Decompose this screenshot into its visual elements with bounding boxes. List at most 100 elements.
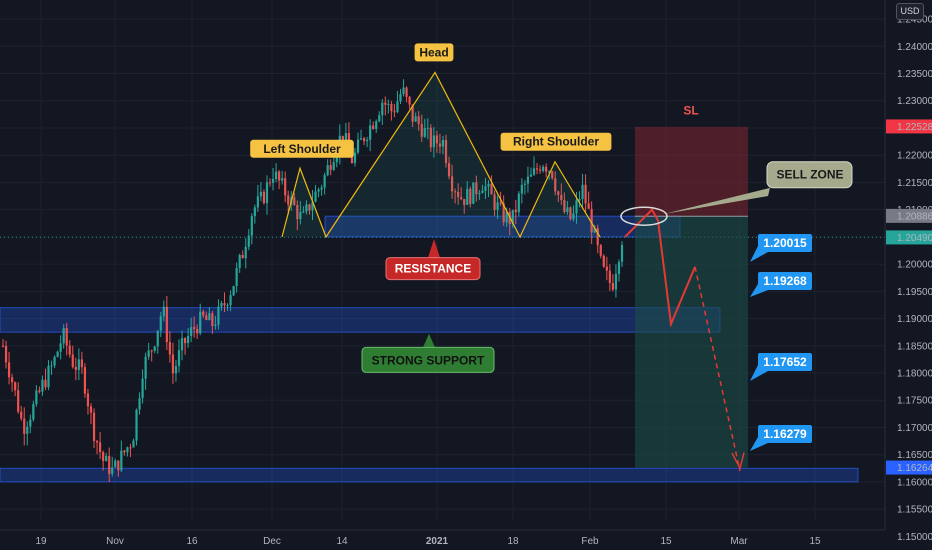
support-pointer	[423, 333, 435, 348]
candle-body	[308, 204, 311, 211]
stop-loss-label: SL	[683, 103, 698, 117]
price-axis-badge	[886, 460, 932, 475]
pattern-label: Left Shoulder	[263, 142, 341, 156]
pattern-label-box	[250, 139, 354, 158]
candle-body	[92, 412, 96, 441]
price-tick-label: 1.23500	[897, 69, 932, 80]
candle-body	[572, 213, 575, 220]
candle-body	[569, 207, 572, 220]
price-axis-badge	[886, 230, 932, 245]
candle-body	[475, 182, 478, 195]
candle-body	[353, 152, 357, 164]
candle-body	[35, 390, 38, 405]
price-tick-label: 1.15500	[897, 505, 932, 516]
candle-body	[438, 143, 442, 147]
candle-body	[341, 135, 344, 142]
candle-body	[335, 153, 338, 163]
candle-body	[95, 440, 99, 443]
candle-body	[359, 138, 363, 140]
price-tick-label: 1.21500	[897, 178, 932, 189]
candle-body	[74, 367, 77, 370]
position-layer	[635, 126, 748, 468]
candle-body	[402, 87, 405, 94]
candle-body	[77, 359, 80, 370]
sell-zone-label: SELL ZONE	[776, 168, 843, 182]
price-axis-badge-label: 1.20490	[897, 233, 932, 244]
candle-body	[129, 447, 132, 449]
candle-body	[265, 182, 269, 204]
candle-body	[111, 467, 114, 474]
take-profit-box	[635, 216, 748, 468]
target-label: 1.16279	[763, 427, 807, 441]
price-axis-badge	[886, 208, 932, 223]
candle-body	[317, 189, 320, 192]
support-label: STRONG SUPPORT	[372, 353, 485, 367]
candle-body	[171, 354, 175, 374]
time-tick-label: Dec	[263, 536, 281, 547]
pattern-label: Head	[419, 45, 448, 59]
candle-body	[554, 178, 557, 192]
time-tick-label: Mar	[730, 536, 748, 547]
candle-body	[472, 182, 475, 204]
candle-body	[457, 192, 460, 198]
resistance-pointer	[428, 239, 440, 258]
time-tick-label: 19	[35, 536, 47, 547]
target-box	[758, 353, 812, 371]
support-zone	[0, 307, 721, 333]
candle-body	[329, 165, 332, 170]
price-tick-label: 1.24000	[897, 42, 932, 53]
candle-body	[408, 96, 411, 105]
candle-body	[108, 456, 111, 474]
candle-body	[411, 104, 414, 122]
candle-body	[578, 199, 581, 201]
candle-body	[381, 102, 384, 116]
time-tick-label: Nov	[106, 536, 124, 547]
candle-body	[186, 335, 190, 344]
candle-body	[429, 127, 432, 148]
candle-body	[362, 138, 366, 142]
candle-body	[214, 324, 217, 327]
candle-body	[102, 452, 105, 462]
candle-body	[590, 208, 593, 233]
candle-body	[65, 328, 68, 346]
candle-body	[505, 211, 508, 223]
candle-body	[378, 115, 381, 122]
candle-body	[196, 328, 199, 334]
price-axis-badge-label: 1.16264	[897, 463, 932, 474]
candle-body	[390, 103, 393, 112]
candle-body	[11, 377, 14, 383]
pattern-fill	[282, 168, 326, 237]
forecast-arrowhead	[731, 452, 745, 471]
candle-body	[177, 350, 181, 366]
candle-body	[493, 194, 496, 210]
candle-body	[229, 295, 232, 306]
time-axis-background	[0, 530, 885, 550]
candle-body	[529, 174, 533, 177]
candle-body	[253, 207, 256, 217]
candle-body	[532, 168, 536, 175]
pattern-label-box	[414, 43, 454, 62]
pattern-layer: Left Shoulder Head Right Shoulder	[250, 43, 612, 239]
pattern-fill	[326, 72, 520, 237]
bottom-zone	[0, 467, 859, 483]
price-tick-label: 1.19000	[897, 314, 932, 325]
time-tick-label: 16	[186, 536, 198, 547]
candle-body	[566, 207, 569, 213]
candle-body	[183, 338, 187, 344]
price-tick-label: 1.24500	[897, 15, 932, 26]
head-shoulders-line	[281, 71, 601, 239]
time-tick-label: Feb	[581, 536, 599, 547]
candle-body	[168, 342, 171, 355]
candle-body	[238, 254, 241, 269]
candle-body	[62, 328, 65, 344]
candle-body	[190, 327, 193, 336]
candle-body	[23, 418, 26, 434]
candle-body	[174, 365, 178, 374]
candle-body	[487, 183, 490, 187]
candle-body	[199, 311, 202, 334]
currency-button[interactable]: USD	[896, 3, 924, 20]
candle-body	[432, 135, 435, 148]
candle-body	[83, 367, 87, 394]
candle-body	[305, 204, 308, 212]
